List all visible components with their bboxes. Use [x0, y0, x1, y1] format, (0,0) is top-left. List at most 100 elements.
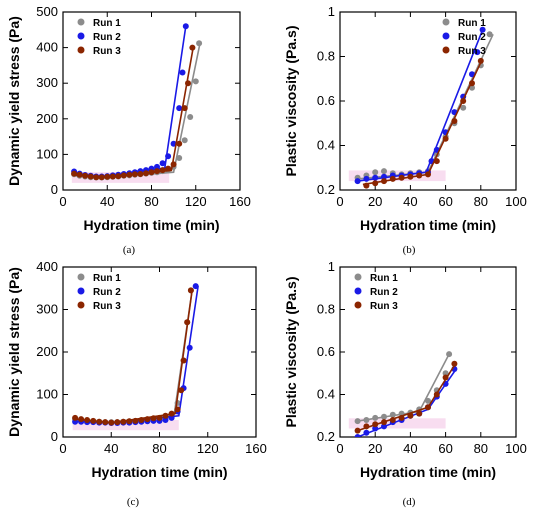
data-point-run-1: [389, 411, 396, 418]
data-point-run-3: [407, 412, 414, 419]
data-point-run-1: [381, 413, 387, 420]
legend-marker: [354, 273, 362, 281]
data-point-run-3: [389, 417, 396, 423]
data-point-run-3: [407, 173, 414, 180]
legend-label: Run 2: [458, 32, 486, 43]
x-tick-label: 120: [185, 194, 207, 209]
data-layer: [72, 283, 199, 426]
data-point-run-3: [389, 175, 396, 182]
x-tick-label: 60: [438, 441, 452, 456]
data-layer: [354, 26, 494, 189]
data-point-run-3: [71, 170, 78, 177]
y-tick-label: 0.4: [317, 387, 335, 402]
y-tick-label: 300: [36, 302, 58, 317]
legend-label: Run 3: [93, 301, 121, 312]
data-point-run-3: [138, 417, 145, 423]
plot-frame: [339, 266, 517, 438]
legend-label: Run 1: [93, 18, 121, 29]
x-axis-title: Hydration time (min): [91, 464, 227, 480]
data-point-run-3: [354, 427, 361, 434]
data-point-run-3: [150, 415, 157, 422]
data-layer: [354, 351, 458, 437]
y-tick-label: 0.2: [317, 182, 335, 197]
highlight-band: [72, 420, 179, 431]
data-point-run-1: [372, 414, 379, 421]
data-point-run-3: [416, 172, 423, 179]
y-axis-title: Plastic viscosity (Pa.s): [283, 26, 299, 177]
data-point-run-2: [154, 163, 160, 170]
legend-marker: [77, 301, 85, 309]
data-point-run-3: [137, 171, 144, 177]
data-point-run-2: [176, 105, 183, 112]
data-point-run-3: [181, 105, 188, 112]
data-point-run-3: [143, 170, 149, 177]
y-tick-label: 0.2: [317, 429, 335, 444]
data-point-run-1: [196, 40, 203, 47]
y-tick-label: 400: [36, 259, 58, 274]
data-point-run-3: [159, 167, 166, 174]
data-point-run-1: [486, 31, 493, 38]
x-tick-label: 80: [144, 194, 158, 209]
data-point-run-3: [96, 418, 103, 425]
x-tick-label: 100: [505, 441, 527, 456]
legend-marker: [354, 301, 362, 309]
data-point-run-3: [162, 412, 169, 419]
data-point-run-3: [126, 418, 133, 425]
data-point-run-2: [372, 174, 379, 181]
data-point-run-2: [165, 153, 172, 160]
y-tick-label: 0.8: [317, 49, 335, 64]
x-tick-label: 0: [336, 441, 343, 456]
x-tick-label: 80: [474, 194, 488, 209]
y-tick-label: 0: [51, 182, 58, 197]
data-point-run-1: [354, 418, 361, 425]
data-point-run-3: [363, 182, 370, 189]
x-tick-label: 0: [59, 194, 66, 209]
data-point-run-1: [460, 104, 467, 111]
legend: Run 1 Run 2 Run 3: [77, 273, 121, 312]
x-tick-label: 0: [59, 441, 66, 456]
data-point-run-1: [425, 397, 431, 404]
data-point-run-3: [120, 172, 127, 179]
data-point-run-2: [354, 434, 361, 437]
data-point-run-3: [109, 173, 116, 180]
y-tick-label: 200: [36, 344, 58, 359]
data-point-run-3: [144, 416, 151, 423]
data-point-run-3: [115, 173, 122, 180]
y-tick-label: 100: [36, 387, 58, 402]
data-point-run-2: [179, 69, 186, 76]
data-point-run-2: [372, 425, 379, 432]
y-tick-label: 400: [36, 40, 58, 55]
x-tick-label: 0: [336, 194, 343, 209]
data-point-run-3: [131, 171, 138, 178]
data-point-run-3: [451, 360, 458, 367]
chart-panel-a: 0 40 80 120 160 0 100 200 300 400 500 Hydration tim…: [6, 4, 251, 256]
data-point-run-1: [446, 351, 453, 358]
x-tick-label: 40: [403, 441, 417, 456]
x-tick-label: 80: [152, 441, 166, 456]
data-point-run-3: [425, 404, 431, 411]
legend-marker: [77, 46, 85, 54]
y-tick-label: 0.6: [317, 344, 335, 359]
legend-marker: [77, 273, 85, 281]
data-point-run-3: [433, 391, 440, 398]
data-point-run-3: [165, 165, 172, 172]
data-point-run-2: [381, 423, 387, 430]
legend-label: Run 1: [370, 273, 398, 284]
chart-panel-c: 0 40 80 120 160 0 100 200 300 400 Hydration time (…: [6, 259, 267, 508]
data-point-run-3: [187, 287, 194, 294]
x-tick-label: 100: [505, 194, 527, 209]
data-point-run-3: [381, 178, 387, 185]
legend-label: Run 2: [93, 287, 121, 298]
data-point-run-2: [469, 71, 475, 78]
data-point-run-1: [187, 114, 194, 120]
data-point-run-3: [87, 173, 94, 180]
fit-line-run-3: [74, 45, 195, 179]
data-point-run-3: [185, 80, 191, 87]
data-point-run-3: [98, 174, 105, 181]
y-tick-label: 1: [328, 259, 335, 274]
data-point-run-3: [433, 158, 440, 165]
data-point-run-3: [189, 44, 196, 51]
x-tick-label: 20: [368, 194, 382, 209]
data-point-run-3: [363, 423, 370, 430]
data-point-run-3: [108, 419, 115, 426]
